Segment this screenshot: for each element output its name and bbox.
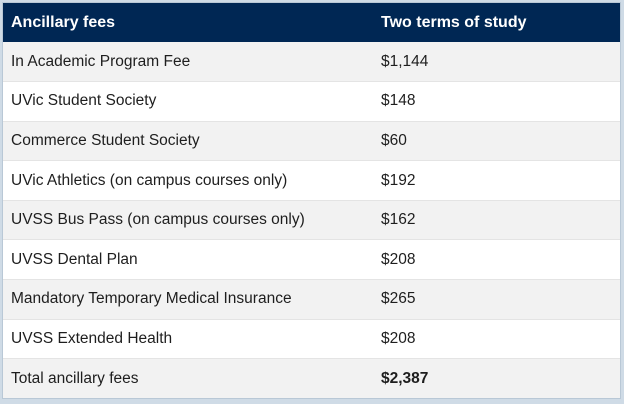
fee-amount: $162 (373, 200, 620, 240)
fee-name: Commerce Student Society (3, 121, 373, 161)
table-row: UVic Student Society $148 (3, 81, 620, 122)
fee-name: Mandatory Temporary Medical Insurance (3, 279, 373, 320)
ancillary-fees-table: Ancillary fees Two terms of study In Aca… (3, 3, 620, 398)
fee-name: UVSS Bus Pass (on campus courses only) (3, 200, 373, 240)
fee-amount: $208 (373, 319, 620, 359)
fee-amount: $208 (373, 239, 620, 280)
total-label: Total ancillary fees (3, 358, 373, 398)
table-row: UVic Athletics (on campus courses only) … (3, 160, 620, 201)
total-amount: $2,387 (373, 358, 620, 398)
fees-table-container: Ancillary fees Two terms of study In Aca… (2, 2, 621, 399)
fee-amount: $265 (373, 279, 620, 320)
table-body: In Academic Program Fee $1,144 UVic Stud… (3, 42, 620, 398)
fee-name: In Academic Program Fee (3, 42, 373, 82)
fee-name: UVic Student Society (3, 81, 373, 122)
table-row: UVSS Dental Plan $208 (3, 239, 620, 280)
table-row: UVSS Bus Pass (on campus courses only) $… (3, 200, 620, 240)
fee-amount: $192 (373, 160, 620, 201)
total-row: Total ancillary fees $2,387 (3, 358, 620, 398)
header-ancillary-fees: Ancillary fees (3, 3, 373, 42)
fee-name: UVic Athletics (on campus courses only) (3, 160, 373, 201)
fee-amount: $148 (373, 81, 620, 122)
fee-name: UVSS Extended Health (3, 319, 373, 359)
header-two-terms: Two terms of study (373, 3, 620, 42)
table-header: Ancillary fees Two terms of study (3, 3, 620, 42)
header-row: Ancillary fees Two terms of study (3, 3, 620, 42)
table-row: Commerce Student Society $60 (3, 121, 620, 161)
table-row: In Academic Program Fee $1,144 (3, 42, 620, 82)
fee-amount: $60 (373, 121, 620, 161)
table-row: Mandatory Temporary Medical Insurance $2… (3, 279, 620, 320)
table-row: UVSS Extended Health $208 (3, 319, 620, 359)
fee-name: UVSS Dental Plan (3, 239, 373, 280)
fee-amount: $1,144 (373, 42, 620, 82)
